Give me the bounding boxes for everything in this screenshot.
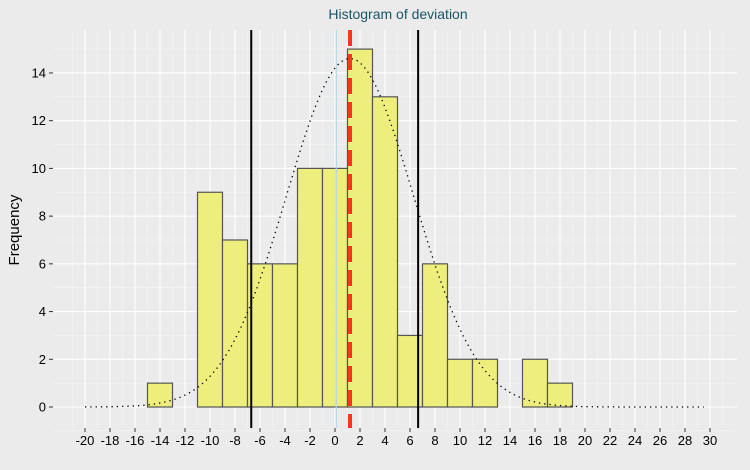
x-tick-label: 28 [678, 433, 692, 448]
x-tick-label: 14 [503, 433, 517, 448]
x-tick-label: -14 [151, 433, 170, 448]
x-tick-label: -4 [279, 433, 291, 448]
y-tick-label: 6 [39, 256, 46, 271]
x-tick-label: -6 [254, 433, 266, 448]
x-tick-label: -10 [201, 433, 220, 448]
histogram-bar [471, 358, 499, 408]
x-tick-label: 8 [431, 433, 438, 448]
x-tick-label: 16 [528, 433, 542, 448]
histogram-bar [546, 382, 574, 408]
chart-title: Histogram of deviation [328, 6, 467, 22]
histogram-bar [146, 382, 174, 408]
x-tick-label: -2 [304, 433, 316, 448]
histogram-bar [521, 358, 549, 408]
x-tick-label: 4 [381, 433, 388, 448]
x-tick-label: -18 [101, 433, 120, 448]
x-tick-label: 6 [406, 433, 413, 448]
x-tick-label: 20 [578, 433, 592, 448]
y-tick-label: 2 [39, 352, 46, 367]
x-tick-label: 26 [653, 433, 667, 448]
histogram-bar [321, 167, 349, 408]
histogram-bar [221, 239, 249, 408]
x-tick-label: 0 [331, 433, 338, 448]
y-axis-label: Frequency [6, 194, 23, 265]
x-tick-label: -20 [76, 433, 95, 448]
y-tick-label: 10 [32, 161, 46, 176]
y-tick-label: 12 [32, 113, 46, 128]
histogram-bar [271, 263, 299, 408]
y-tick-label: 4 [39, 304, 46, 319]
x-tick-label: 2 [356, 433, 363, 448]
x-tick-label: -12 [176, 433, 195, 448]
y-tick-label: 0 [39, 400, 46, 415]
x-tick-label: -8 [229, 433, 241, 448]
histogram-bar [371, 96, 399, 408]
x-tick-label: 18 [553, 433, 567, 448]
y-tick-label: 8 [39, 209, 46, 224]
histogram-bar [296, 167, 324, 408]
histogram-bar [421, 263, 449, 408]
x-tick-label: 10 [453, 433, 467, 448]
x-tick-label: 30 [703, 433, 717, 448]
histogram-bar [196, 191, 224, 408]
x-tick-label: -16 [126, 433, 145, 448]
x-tick-label: 12 [478, 433, 492, 448]
x-tick-label: 24 [628, 433, 642, 448]
x-tick-label: 22 [603, 433, 617, 448]
histogram-bar [446, 358, 474, 408]
y-tick-label: 14 [32, 65, 46, 80]
